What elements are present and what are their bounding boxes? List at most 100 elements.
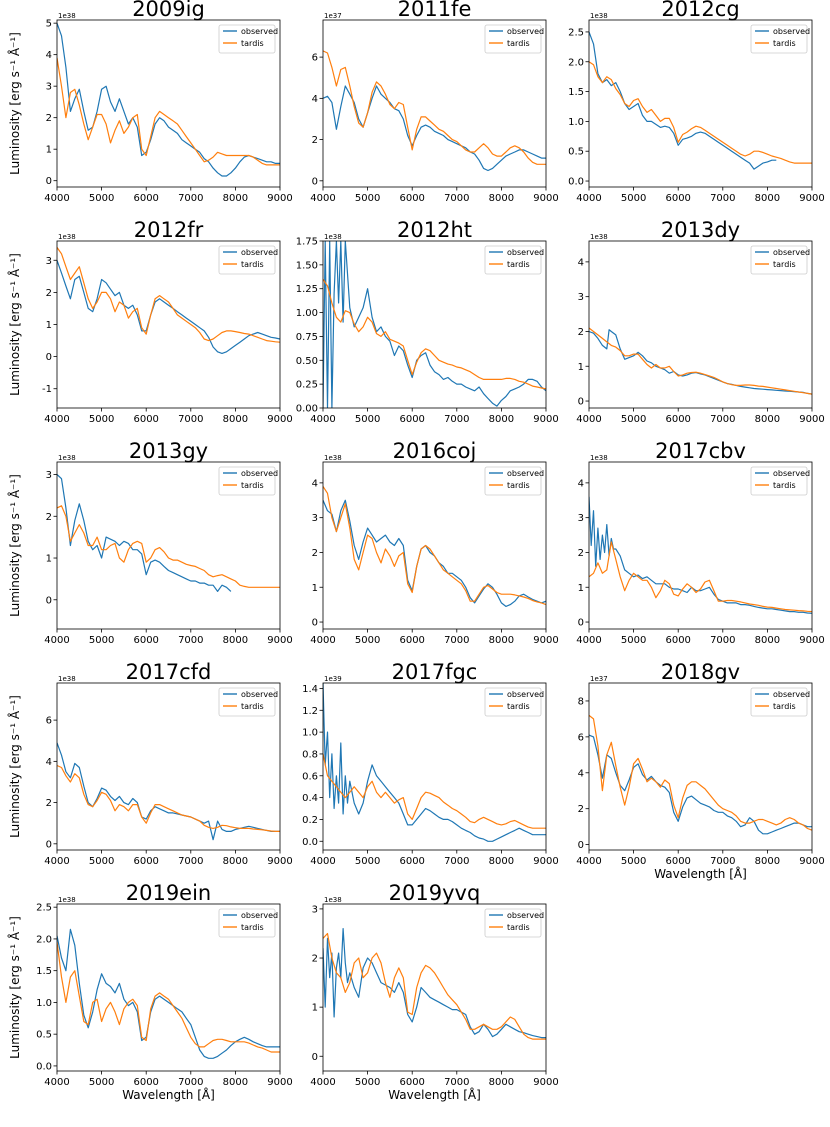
y-tick-label: 0 [578,397,584,408]
x-tick-label: 6000 [399,856,424,867]
x-tick-label: 4000 [44,1077,69,1088]
y-tick-label: 0 [312,1052,318,1063]
y-tick-label: 2 [578,804,584,815]
legend-label-tardis: tardis [773,39,796,48]
scale-label: 1e39 [324,675,342,683]
scale-label: 1e38 [58,233,76,241]
legend-label-tardis: tardis [507,923,530,932]
scale-label: 1e38 [590,12,608,20]
x-tick-label: 5000 [621,856,646,867]
x-tick-label: 5000 [355,635,380,646]
y-tick-label: 1 [312,1003,318,1014]
x-tick-label: 9000 [799,414,824,425]
y-tick-label: 1.5 [568,87,584,98]
scale-label: 1e38 [58,12,76,20]
x-tick-label: 4000 [310,635,335,646]
legend-label-tardis: tardis [507,481,530,490]
panel-2017fgc: 4000 5000 6000 7000 8000 9000 0.0 0.2 0.4 0.6 0.8 1… [302,660,559,867]
y-tick-label: 3 [312,513,318,524]
y-tick-label: 4 [312,94,318,105]
x-tick-label: 4000 [576,193,601,204]
legend-label-tardis: tardis [507,39,530,48]
y-tick-label: 2 [312,548,318,559]
x-tick-label: 7000 [178,414,203,425]
axes-frame [322,19,547,188]
series-line-observed [57,474,232,593]
panel-title: 2013dy [661,218,740,242]
scale-label: 1e38 [324,454,342,462]
y-tick-label: 1.0 [302,728,318,739]
x-tick-label: 6000 [133,635,158,646]
y-axis-label: Luminosity [erg s⁻¹ Å⁻¹] [7,32,22,175]
panel-2009ig: 4000 5000 6000 7000 8000 9000 0 1 2 3 4 5 1e38 2009ig… [7,0,293,204]
y-tick-label: 1.0 [568,117,584,128]
x-tick-label: 6000 [665,193,690,204]
x-tick-label: 9000 [267,856,292,867]
series-line-tardis [57,764,280,833]
y-tick-label: 2.5 [568,27,584,38]
x-tick-label: 8000 [223,1077,248,1088]
y-tick-label: 2.0 [568,57,584,68]
legend-label-observed: observed [773,248,810,257]
y-tick-label: 3 [312,904,318,915]
panel-title: 2019yvq [389,881,481,905]
legend-label-observed: observed [241,911,278,920]
panel-2012fr: 4000 5000 6000 7000 8000 9000 -1 0 1 2 3 1e38 2012fr… [7,218,293,425]
legend-box [484,24,542,54]
legend-box [218,245,276,275]
y-tick-label: 2.0 [36,934,52,945]
series-line-observed [589,31,777,170]
legend-label-observed: observed [241,248,278,257]
axes-frame [322,682,547,851]
panel-2012ht: 4000 5000 6000 7000 8000 9000 0.00 0.25 0.50 0.75… [296,218,559,425]
legend-label-tardis: tardis [241,923,264,932]
scale-label: 1e38 [590,233,608,241]
x-tick-label: 8000 [489,856,514,867]
x-tick-label: 5000 [89,1077,114,1088]
y-tick-label: 0.4 [302,793,318,804]
y-axis-label: Luminosity [erg s⁻¹ Å⁻¹] [7,474,22,617]
panel-2019yvq: 4000 5000 6000 7000 8000 9000 0 1 2 3 1e38 2019yvq o… [310,881,558,1102]
axes-frame [56,682,281,851]
scale-label: 1e38 [324,233,342,241]
y-tick-label: 1 [578,583,584,594]
series-line-tardis [57,942,280,1053]
legend-label-observed: observed [507,27,544,36]
y-tick-label: 5 [46,19,52,30]
x-tick-label: 5000 [621,635,646,646]
panel-2013gy: 4000 5000 6000 7000 8000 9000 0 1 2 3 1e38 2013gy ob… [7,439,293,646]
panel-2012cg: 4000 5000 6000 7000 8000 9000 0.0 0.5 1.0 1.5 2.0 2… [568,0,825,204]
series-line-observed [57,260,280,354]
y-tick-label: 0.50 [296,356,318,367]
x-tick-label: 9000 [267,635,292,646]
x-tick-label: 6000 [133,193,158,204]
panel-title: 2019ein [126,881,212,905]
x-tick-label: 6000 [399,1077,424,1088]
legend-box [750,687,808,717]
axes-frame [588,19,813,188]
legend-label-observed: observed [773,690,810,699]
series-line-tardis [57,247,280,343]
y-axis-label: Luminosity [erg s⁻¹ Å⁻¹] [7,916,22,1059]
x-tick-label: 6000 [665,635,690,646]
scale-label: 1e38 [58,454,76,462]
x-tick-label: 7000 [178,1077,203,1088]
y-tick-label: 3 [578,292,584,303]
legend-box [750,245,808,275]
y-tick-label: 2 [312,954,318,965]
y-tick-label: 0 [312,176,318,187]
y-tick-label: 4 [46,50,52,61]
y-tick-label: 6 [578,732,584,743]
scale-label: 1e38 [590,454,608,462]
y-tick-label: 0.8 [302,749,318,760]
legend-box [484,466,542,496]
legend-label-observed: observed [507,248,544,257]
x-tick-label: 5000 [89,635,114,646]
x-tick-label: 6000 [133,856,158,867]
panel-title: 2009ig [132,0,205,21]
y-tick-label: 1.5 [36,966,52,977]
series-line-tardis [589,61,812,164]
y-tick-label: 1 [578,362,584,373]
x-tick-label: 5000 [621,193,646,204]
